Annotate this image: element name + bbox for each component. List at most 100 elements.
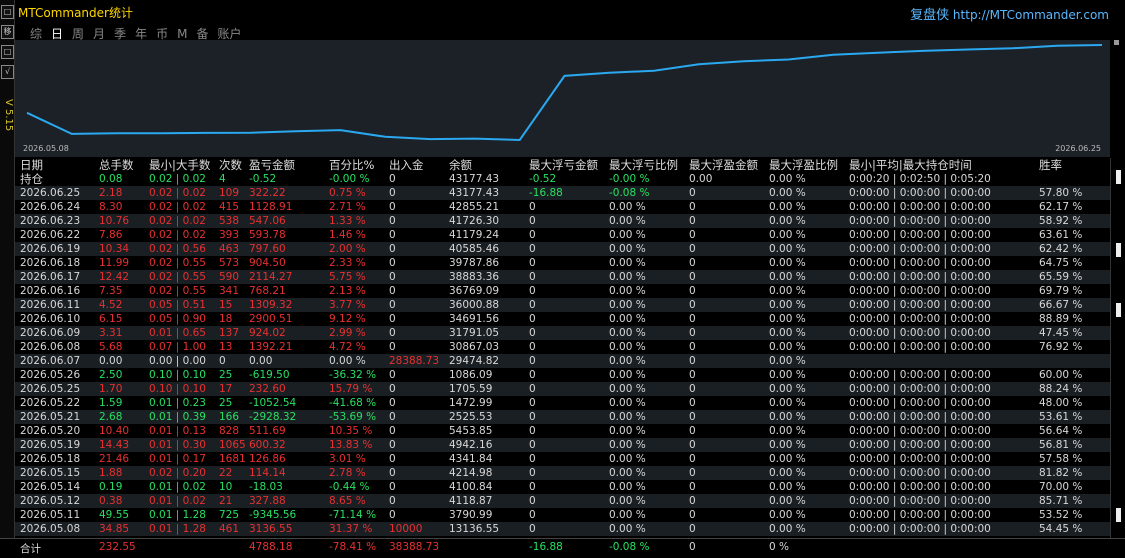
- table-row[interactable]: 2026.06.11 4.52 0.05 | 0.51 15 1309.32 3.77 %…: [15, 298, 1111, 312]
- cell-hold-time: 0:00:00 | 0:00:00 | 0:00:00: [849, 411, 991, 423]
- col-header-date[interactable]: 日期: [20, 158, 43, 172]
- cell-pnl: 547.06: [249, 215, 286, 227]
- cell-hold-time: 0:00:00 | 0:00:00 | 0:00:00: [849, 215, 991, 227]
- tab-9[interactable]: 账户: [217, 27, 242, 41]
- toolbar-button-1[interactable]: □: [1, 5, 14, 19]
- cell-min-max-lots: 0.02 | 0.55: [149, 271, 206, 283]
- cell-max-float-loss: 0: [529, 313, 536, 325]
- cell-max-float-loss: 0: [529, 439, 536, 451]
- tab-3[interactable]: 月: [93, 27, 106, 41]
- col-header-pnl[interactable]: 盈亏金额: [249, 158, 295, 172]
- table-row[interactable]: 2026.05.20 10.40 0.01 | 0.13 828 511.69 10.35…: [15, 424, 1111, 438]
- tab-6[interactable]: 币: [156, 27, 169, 41]
- cell-balance: 38883.36: [449, 271, 500, 283]
- cell-hold-time: 0:00:00 | 0:00:00 | 0:00:00: [849, 467, 991, 479]
- col-header-min-max-lots[interactable]: 最小|大手数: [149, 158, 211, 172]
- table-row[interactable]: 2026.06.16 7.35 0.02 | 0.55 341 768.21 2.13 %…: [15, 284, 1111, 298]
- cell-max-float-profit: 0: [689, 271, 696, 283]
- cell-count: 25: [219, 397, 233, 409]
- col-header-max-float-loss-pct[interactable]: 最大浮亏比例: [609, 158, 678, 172]
- cell-hold-time: 0:00:00 | 0:00:00 | 0:00:00: [849, 229, 991, 241]
- col-header-deposit[interactable]: 出入金: [389, 158, 424, 172]
- table-row[interactable]: 2026.06.17 12.42 0.02 | 0.55 590 2114.27 5.75…: [15, 270, 1111, 284]
- cell-max-float-loss-pct: 0.00 %: [609, 355, 646, 367]
- cell-win-rate: 48.00 %: [1039, 397, 1083, 409]
- cell-max-float-profit: 0: [689, 481, 696, 493]
- col-header-count[interactable]: 次数: [219, 158, 242, 172]
- tab-2[interactable]: 周: [72, 27, 85, 41]
- table-row[interactable]: 2026.06.08 5.68 0.07 | 1.00 13 1392.21 4.72 %…: [15, 340, 1111, 354]
- scrollbar-track[interactable]: [1110, 158, 1125, 538]
- cell-pnl: 3136.55: [249, 523, 293, 535]
- table-row[interactable]: 2026.06.19 10.34 0.02 | 0.56 463 797.60 2.00 …: [15, 242, 1111, 256]
- col-header-max-float-profit-pct[interactable]: 最大浮盈比例: [769, 158, 838, 172]
- table-row[interactable]: 2026.06.10 6.15 0.05 | 0.90 18 2900.51 9.12 %…: [15, 312, 1111, 326]
- cell-total-lots: 14.43: [99, 439, 130, 451]
- toolbar-button-3[interactable]: □: [1, 45, 14, 59]
- holding-row[interactable]: 持仓 0.08 0.02 | 0.02 4 -0.52 -0.00 % 0 43177.43 -…: [15, 172, 1111, 186]
- cell-max-float-profit: 0: [689, 229, 696, 241]
- cell-percent: -0.00 %: [329, 173, 370, 185]
- cell-max-float-profit: 0: [689, 453, 696, 465]
- table-row[interactable]: 2026.06.22 7.86 0.02 | 0.02 393 593.78 1.46 %…: [15, 228, 1111, 242]
- table-row[interactable]: 2026.05.19 14.43 0.01 | 0.30 1065 600.32 13.8…: [15, 438, 1111, 452]
- tab-7[interactable]: M: [177, 27, 188, 41]
- cell-count: 10: [219, 481, 233, 493]
- col-header-max-float-loss[interactable]: 最大浮亏金额: [529, 158, 598, 172]
- cell-total-lots: 1.88: [99, 467, 123, 479]
- tab-0[interactable]: 综: [30, 27, 43, 41]
- cell-min-max-lots: 0.01 | 1.28: [149, 509, 206, 521]
- scrollbar-thumb[interactable]: [1116, 170, 1121, 184]
- cell-max-float-loss-pct: 0.00 %: [609, 495, 646, 507]
- cell-percent: 1.46 %: [329, 229, 366, 241]
- cell-win-rate: 64.75 %: [1039, 257, 1083, 269]
- table-row[interactable]: 2026.05.18 21.46 0.01 | 0.17 1681 126.86 3.01…: [15, 452, 1111, 466]
- table-row[interactable]: 2026.05.25 1.70 0.10 | 0.10 17 232.60 15.79 %…: [15, 382, 1111, 396]
- app-title: MTCommander统计: [18, 6, 133, 20]
- toolbar-button-4[interactable]: √: [1, 65, 14, 79]
- col-header-win-rate[interactable]: 胜率: [1039, 158, 1062, 172]
- col-header-total-lots[interactable]: 总手数: [99, 158, 134, 172]
- cell-pnl: -619.50: [249, 369, 290, 381]
- cell-deposit: 0: [389, 229, 396, 241]
- cell-min-max-lots: 0.05 | 0.51: [149, 299, 206, 311]
- table-row[interactable]: 2026.06.07 0.00 0.00 | 0.00 0 0.00 0.00 % 2838…: [15, 354, 1111, 368]
- brand[interactable]: 复盘侠 http://MTCommander.com: [910, 4, 1109, 23]
- table-row[interactable]: 2026.05.08 34.85 0.01 | 1.28 461 3136.55 31.3…: [15, 522, 1111, 536]
- tab-5[interactable]: 年: [135, 27, 148, 41]
- cell-total-lots: 4.52: [99, 299, 123, 311]
- cell-max-float-profit-pct: 0.00 %: [769, 453, 806, 465]
- table-row[interactable]: 2026.05.15 1.88 0.02 | 0.20 22 114.14 2.78 % 0…: [15, 466, 1111, 480]
- brand-url[interactable]: http://MTCommander.com: [952, 8, 1109, 22]
- table-row[interactable]: 2026.05.21 2.68 0.01 | 0.39 166 -2928.32 -53.…: [15, 410, 1111, 424]
- col-header-hold-time[interactable]: 最小|平均|最大持仓时间: [849, 158, 972, 172]
- tab-4[interactable]: 季: [114, 27, 127, 41]
- cell-pnl: 0.00: [249, 355, 273, 367]
- cell-min-max-lots: 0.01 | 0.23: [149, 397, 206, 409]
- cell-min-max-lots: 0.01 | 0.13: [149, 425, 206, 437]
- table-row[interactable]: 2026.06.09 3.31 0.01 | 0.65 137 924.02 2.99 %…: [15, 326, 1111, 340]
- table-row[interactable]: 2026.06.24 8.30 0.02 | 0.02 415 1128.91 2.71 …: [15, 200, 1111, 214]
- cell-percent: -0.44 %: [329, 481, 370, 493]
- cell-max-float-loss: -16.88: [529, 187, 563, 199]
- table-row[interactable]: 2026.05.22 1.59 0.01 | 0.23 25 -1052.54 -41.6…: [15, 396, 1111, 410]
- cell-hold-time: 0:00:00 | 0:00:00 | 0:00:00: [849, 481, 991, 493]
- cell-min-max-lots: 0.05 | 0.90: [149, 313, 206, 325]
- table-row[interactable]: 2026.06.23 10.76 0.02 | 0.02 538 547.06 1.33 …: [15, 214, 1111, 228]
- table-row[interactable]: 2026.05.14 0.19 0.01 | 0.02 10 -18.03 -0.44 %…: [15, 480, 1111, 494]
- table-row[interactable]: 2026.06.25 2.18 0.02 | 0.02 109 322.22 0.75 %…: [15, 186, 1111, 200]
- col-header-percent[interactable]: 百分比%: [329, 158, 375, 172]
- cell-min-max-lots: 0.10 | 0.10: [149, 369, 206, 381]
- table-row[interactable]: 2026.05.11 49.55 0.01 | 1.28 725 -9345.56 -71…: [15, 508, 1111, 522]
- table-row[interactable]: 2026.06.18 11.99 0.02 | 0.55 573 904.50 2.33 …: [15, 256, 1111, 270]
- resize-handle[interactable]: [1114, 40, 1119, 45]
- col-header-balance[interactable]: 余额: [449, 158, 472, 172]
- col-header-max-float-profit[interactable]: 最大浮盈金额: [689, 158, 758, 172]
- cell-count: 137: [219, 327, 240, 339]
- table-row[interactable]: 2026.05.12 0.38 0.01 | 0.02 21 327.88 8.65 % 0…: [15, 494, 1111, 508]
- tab-8[interactable]: 备: [196, 27, 209, 41]
- toolbar-button-2[interactable]: 移: [1, 25, 14, 39]
- cell-count: 1065: [219, 439, 246, 451]
- table-row[interactable]: 2026.05.26 2.50 0.10 | 0.10 25 -619.50 -36.32…: [15, 368, 1111, 382]
- tab-1[interactable]: 日: [51, 27, 64, 41]
